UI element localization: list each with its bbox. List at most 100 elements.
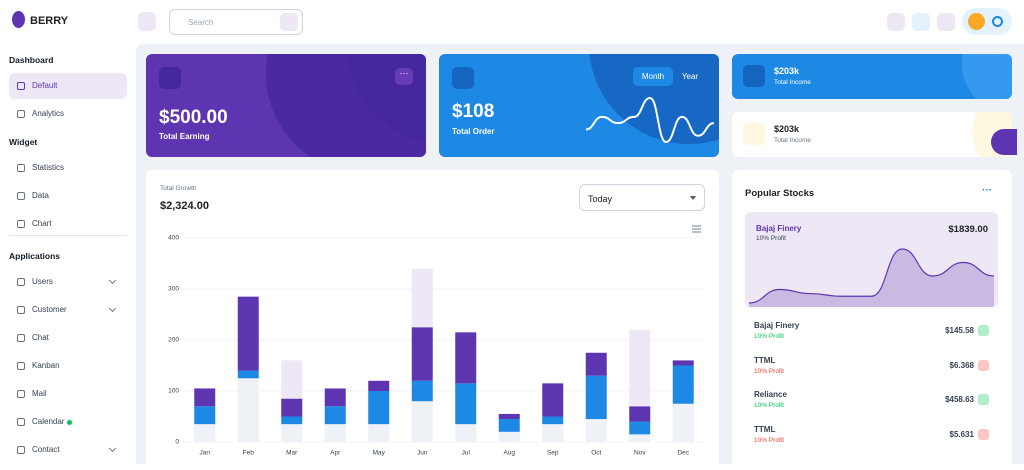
x-tick-label: Sep [547,450,559,457]
nav-label: Data [32,191,49,200]
nav-item[interactable]: Default [9,73,127,99]
nav-label: Chart [32,219,52,228]
card-icon [452,67,474,89]
decor [962,54,1012,99]
search-box[interactable]: Search [169,9,303,35]
featured-sub: 10% Profit [756,235,786,242]
bar-segment [629,406,651,422]
nav-item[interactable]: Customer [9,297,127,323]
bar-segment [672,403,694,442]
bar-segment [411,380,433,402]
bar-segment [542,424,564,442]
live-button[interactable] [887,13,905,31]
growth-chart: 0 100 200 300 400 Jan Feb Mar Apr May Jun Jul Aug Sep… [168,225,705,457]
nav-label: Users [32,277,53,286]
more-button[interactable]: ··· [395,68,413,85]
stock-name: Reliance [754,390,787,399]
trend-badge [978,325,989,336]
nav-icon [17,390,25,398]
chart-menu[interactable] [692,225,701,233]
income-value: $203k [774,124,800,134]
nav-label: Mail [32,389,47,398]
bar-segment [629,329,651,407]
nav-icon [17,220,25,228]
nav-item[interactable]: Kanban [9,353,127,379]
select-value: Today [588,194,613,204]
bar-segment [411,268,433,328]
filter-button[interactable] [280,13,298,31]
nav-item[interactable]: Users [9,269,127,295]
line [585,96,715,144]
nav-item[interactable]: Calendar [9,409,127,435]
bar-segment [281,398,303,417]
nav-item[interactable]: Chat [9,325,127,351]
bar-segment [194,388,216,407]
bar-segment [411,401,433,442]
bar-segment [629,434,651,442]
bar-segment [498,431,520,442]
earning-card: ··· $500.00 Total Earning [146,54,426,157]
bar-segment [455,424,477,442]
nav-item[interactable]: Contact [9,437,127,463]
trend-badge [978,428,989,440]
x-tick-label: Apr [330,450,341,457]
income-label: Total Income [774,137,811,144]
menu-button[interactable] [138,12,156,31]
bar-segment [237,296,259,371]
settings-icon [992,16,1003,27]
more-button[interactable]: ··· [982,185,992,196]
stock-name: Bajaj Finery [754,321,800,330]
bar-segment [324,424,346,442]
nav-item[interactable]: Data [9,183,127,209]
stock-price: $6.368 [949,360,974,370]
nav-icon [17,418,25,426]
x-tick-label: Nov [634,450,646,457]
bar-segment [281,424,303,442]
period-select[interactable]: Today [579,184,705,211]
nav-icon [17,110,25,118]
nav-icon [17,334,25,342]
bar-segment [237,370,259,379]
nav-icon [17,192,25,200]
nav-label: Default [32,81,58,90]
settings-fab[interactable] [991,129,1017,155]
card-icon [743,123,765,145]
featured-chart [748,248,995,307]
line [748,248,995,304]
income-label: Total Income [774,79,811,86]
trend-badge [978,394,989,405]
nav-label: Analytics [32,109,65,118]
bar-segment [585,352,607,376]
stock-change: 10% Profit [754,367,784,375]
divider [9,235,127,236]
y-tick-label: 0 [175,439,179,446]
brand: BERRY [30,15,69,27]
bar-segment [194,424,216,442]
tab-month[interactable]: Month [633,67,673,86]
stock-price: $458.63 [945,395,974,404]
bar-segment [281,416,303,425]
section-title: Dashboard [9,55,54,65]
tab-year[interactable]: Year [681,72,699,81]
card-icon [743,65,765,87]
nav-item[interactable]: Analytics [9,101,127,127]
y-tick-label: 300 [168,286,179,293]
nav-item[interactable]: Statistics [9,155,127,181]
nav-icon [17,306,25,314]
avatar [968,13,985,30]
bar-segment [498,413,520,420]
notification-button[interactable] [937,13,955,31]
translate-button[interactable] [912,13,930,31]
nav-icon [17,362,25,370]
bar-segment [629,421,651,435]
nav-item[interactable]: Chart [9,211,127,237]
profile-button[interactable] [962,8,1012,35]
bar-segment [324,406,346,425]
nav-item[interactable]: Mail [9,381,127,407]
income-dark-card: $203k Total Income [732,54,1012,99]
chevron [108,304,117,313]
x-tick-label: Aug [503,450,515,457]
bar-segment [672,360,694,366]
